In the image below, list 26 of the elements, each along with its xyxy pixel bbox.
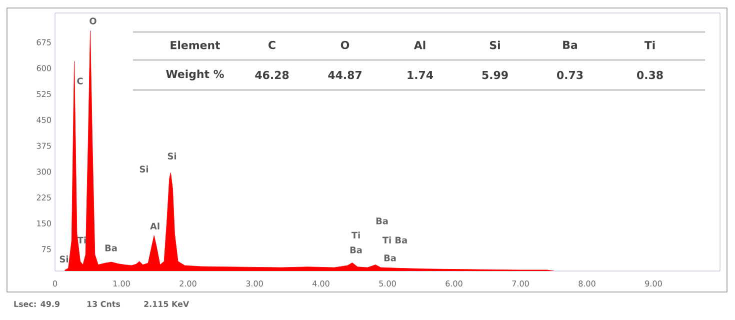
annotation: Weight % [166, 70, 224, 80]
annotation: C [268, 40, 276, 50]
annotation: Al [414, 40, 426, 50]
annotation: Ti Ba [382, 236, 407, 244]
annotation: Ba [563, 40, 578, 50]
annotation: Ba [105, 244, 117, 252]
annotation: 1.74 [408, 71, 434, 79]
annotation: Si [490, 40, 500, 50]
annotation: Si [140, 166, 148, 172]
annotation: Si [168, 152, 176, 160]
annotation: Ba [350, 246, 362, 254]
annotation: Al [150, 222, 160, 230]
annotation: 0.73 [557, 70, 583, 80]
annotation: Ti [351, 232, 360, 238]
annotation: Ti [644, 40, 655, 50]
annotation: O [90, 18, 96, 24]
annotation: Si [60, 256, 68, 262]
annotation: 44.87 [328, 70, 362, 80]
annotation: C [77, 78, 83, 84]
annotation: 5.99 [482, 70, 508, 80]
annotation: Ba [384, 254, 396, 262]
annotation: Element [170, 40, 220, 50]
annotation: 46.28 [255, 70, 289, 80]
annotation: Ba [376, 218, 388, 224]
annotation: O [340, 40, 350, 50]
annotation: 0.38 [637, 70, 663, 80]
